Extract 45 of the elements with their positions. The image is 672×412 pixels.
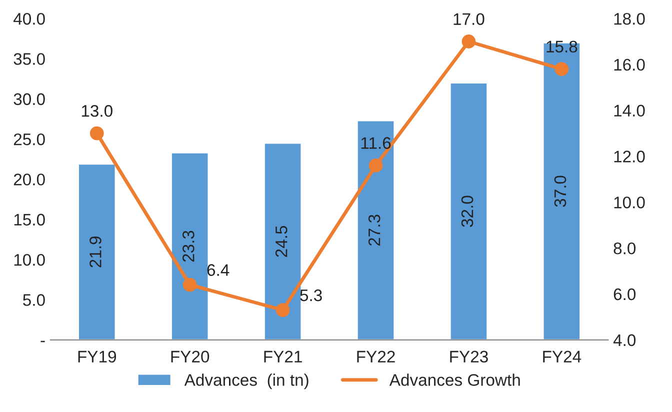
y-tick-label: 40.0 <box>13 12 45 25</box>
data-label: 13.0 <box>82 105 112 117</box>
y2-tick-label: 16.0 <box>614 58 645 71</box>
y2-tick-label: 12.0 <box>614 150 645 162</box>
point <box>554 62 569 76</box>
point <box>462 34 476 48</box>
data-label: 15.8 <box>546 40 578 53</box>
y2-tick-label: 8.0 <box>614 242 636 254</box>
y-tick-label: 5.0 <box>23 294 45 306</box>
y-tick-label: 30.0 <box>14 93 45 106</box>
point <box>182 278 197 292</box>
x-tick-label: FY20 <box>171 350 210 363</box>
y2-tick-label: 6.0 <box>614 288 636 300</box>
legend-label: Advances Growth <box>389 374 520 386</box>
bar <box>542 42 581 340</box>
point <box>368 158 383 172</box>
x-tick-label: FY24 <box>543 350 582 362</box>
data-label: 11.6 <box>361 137 391 149</box>
x-tick-label: FY21 <box>264 350 302 362</box>
x-tick-label: FY19 <box>78 350 116 363</box>
bar <box>356 120 396 340</box>
y2-tick-label: 18.0 <box>614 12 645 25</box>
y2-tick-label: 10.0 <box>614 196 645 208</box>
y-tick-label: 15.0 <box>14 214 45 226</box>
y-tick-label: - <box>40 340 45 342</box>
y-tick-label: 35.0 <box>14 53 45 65</box>
legend-label: Advances (in tn) <box>184 374 308 390</box>
point <box>276 303 290 318</box>
y2-tick-label: 14.0 <box>614 104 645 117</box>
point <box>90 126 104 140</box>
data-label: 32.0 <box>461 196 474 227</box>
x-tick-label: FY23 <box>450 350 488 363</box>
y-tick-label: 10.0 <box>14 254 45 266</box>
bar <box>78 163 116 340</box>
data-label: 23.3 <box>182 230 194 262</box>
y-tick-label: 20.0 <box>14 174 45 186</box>
y2-tick-label: 4.0 <box>613 334 636 346</box>
data-label: 21.9 <box>90 236 102 268</box>
y-tick-label: 25.0 <box>14 133 45 146</box>
data-label: 17.0 <box>454 13 484 25</box>
data-label: 37.0 <box>554 176 566 207</box>
bar <box>449 82 488 340</box>
data-label: 27.3 <box>368 214 380 246</box>
x-tick-label: FY22 <box>357 350 395 362</box>
data-label: 24.5 <box>275 226 288 257</box>
